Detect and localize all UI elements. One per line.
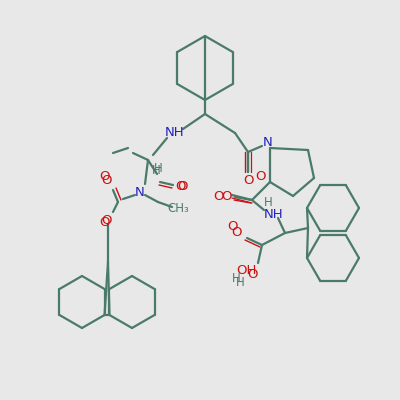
Text: O: O [255,170,265,184]
Text: O: O [228,220,238,234]
Text: CH₃: CH₃ [167,202,189,214]
Text: N: N [263,136,273,148]
Text: O: O [243,174,253,188]
Text: O: O [247,268,257,282]
Text: N: N [135,186,145,198]
Text: H: H [264,196,272,210]
Text: O: O [99,170,109,184]
Text: O: O [232,226,242,240]
Text: H: H [236,276,244,290]
Text: H: H [232,272,240,284]
Text: O: O [176,180,186,194]
Text: O: O [102,174,112,186]
Text: O: O [213,190,223,204]
Text: H: H [154,162,162,174]
Text: NH: NH [264,208,284,222]
Text: O: O [178,180,188,194]
Text: H: H [152,164,160,176]
Text: O: O [221,190,231,204]
Text: OH: OH [236,264,256,276]
Text: NH: NH [165,126,185,140]
Text: O: O [99,216,109,228]
Text: O: O [101,214,111,228]
